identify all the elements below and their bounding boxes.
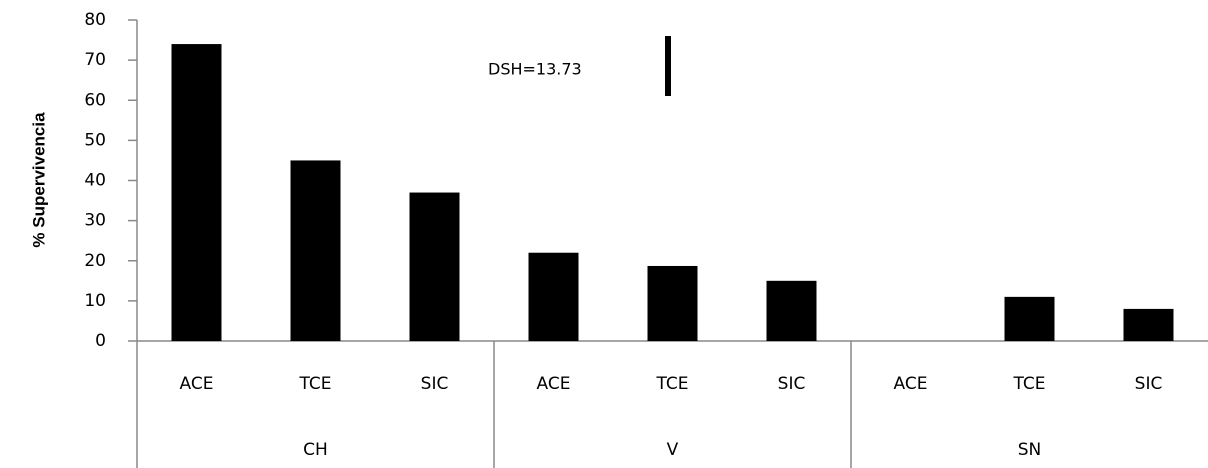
annotation: DSH=13.73 [488,60,582,79]
y-tick-label: 0 [95,331,106,351]
y-tick-label: 50 [84,130,106,150]
bar [528,252,579,341]
bar [290,160,341,341]
x-tick-label: TCE [299,374,332,394]
bar [409,192,460,341]
bar [1004,296,1055,341]
x-tick-label: ACE [894,374,928,394]
y-tick-label: 20 [84,251,106,271]
bar [647,265,698,341]
group-label: SN [1018,440,1042,460]
x-tick-label: TCE [1013,374,1046,394]
group-label: V [667,440,679,460]
y-tick-label: 80 [84,10,106,30]
y-axis-label: % Supervivencia [29,112,48,248]
x-tick-label: SIC [778,374,806,394]
y-tick-label: 70 [84,50,106,70]
y-tick-label: 10 [84,291,106,311]
bar [766,280,817,341]
y-tick-label: 40 [84,171,106,191]
bar [171,44,222,341]
bar [1123,308,1174,341]
y-tick-label: 60 [84,90,106,110]
x-tick-label: TCE [656,374,689,394]
y-tick-label: 30 [84,211,106,231]
x-tick-label: SIC [1135,374,1163,394]
x-tick-label: ACE [537,374,571,394]
x-tick-label: ACE [180,374,214,394]
x-tick-label: SIC [421,374,449,394]
group-label: CH [303,440,328,460]
